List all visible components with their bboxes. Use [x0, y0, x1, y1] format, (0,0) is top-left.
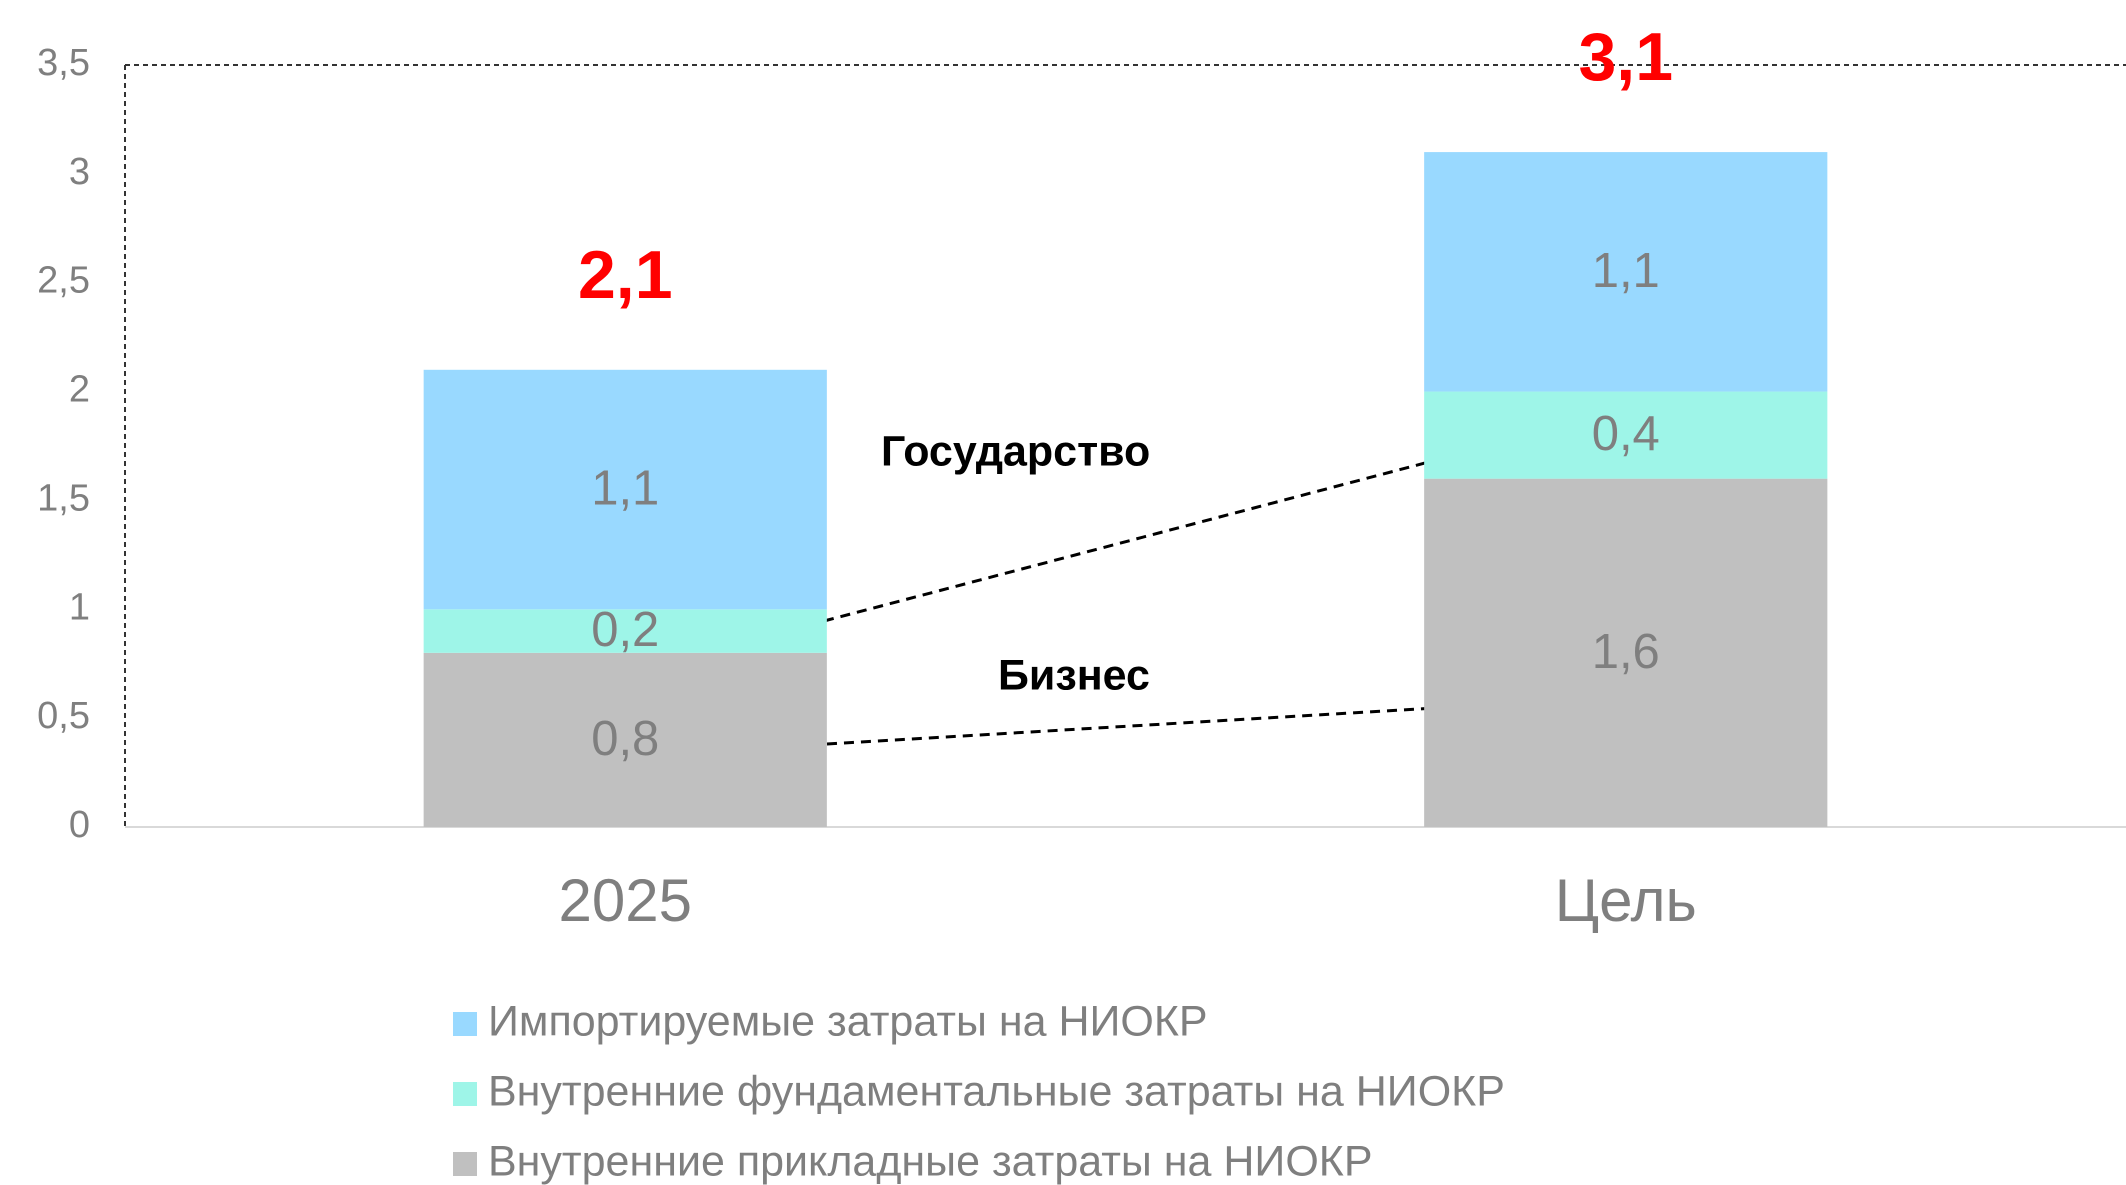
annotation: Государство: [881, 427, 1150, 475]
total-label: 2,1: [578, 237, 673, 313]
y-tick-label: 0,5: [37, 695, 90, 737]
legend-label: Импортируемые затраты на НИОКР: [488, 997, 1208, 1045]
annotation: Бизнес: [998, 651, 1150, 699]
bar-segment: [1424, 391, 1828, 479]
x-tick-label: 2025: [559, 867, 692, 934]
bar-segment: [1424, 152, 1828, 392]
y-tick-label: 2,5: [37, 260, 90, 302]
value-label: 0,4: [1592, 407, 1660, 461]
x-tick-label: Цель: [1555, 867, 1697, 934]
bar-segment: [1424, 478, 1828, 827]
value-label: 0,2: [591, 603, 659, 657]
bar-segment: [423, 652, 827, 827]
y-tick-label: 2: [69, 369, 90, 411]
bar-segment: [423, 369, 827, 610]
bar-segment: [423, 609, 827, 653]
legend-swatch: [453, 1152, 477, 1176]
value-label: 0,8: [591, 712, 659, 766]
legend-swatch: [453, 1082, 477, 1106]
value-label: 1,6: [1592, 625, 1660, 679]
arrow: [823, 455, 1445, 623]
y-tick-label: 1,5: [37, 477, 90, 519]
y-tick-label: 1: [69, 586, 90, 628]
y-tick-label: 0: [69, 804, 90, 846]
legend-label: Внутренние фундаментальные затраты на НИ…: [488, 1067, 1505, 1115]
arrow: [826, 703, 1436, 746]
legend-swatch: [453, 1012, 477, 1036]
y-tick-label: 3: [69, 151, 90, 193]
value-label: 1,1: [1592, 244, 1660, 298]
value-label: 1,1: [591, 461, 659, 515]
legend-label: Внутренние прикладные затраты на НИОКР: [488, 1137, 1373, 1185]
total-label: 3,1: [1578, 19, 1673, 95]
y-tick-label: 3,5: [37, 42, 90, 84]
